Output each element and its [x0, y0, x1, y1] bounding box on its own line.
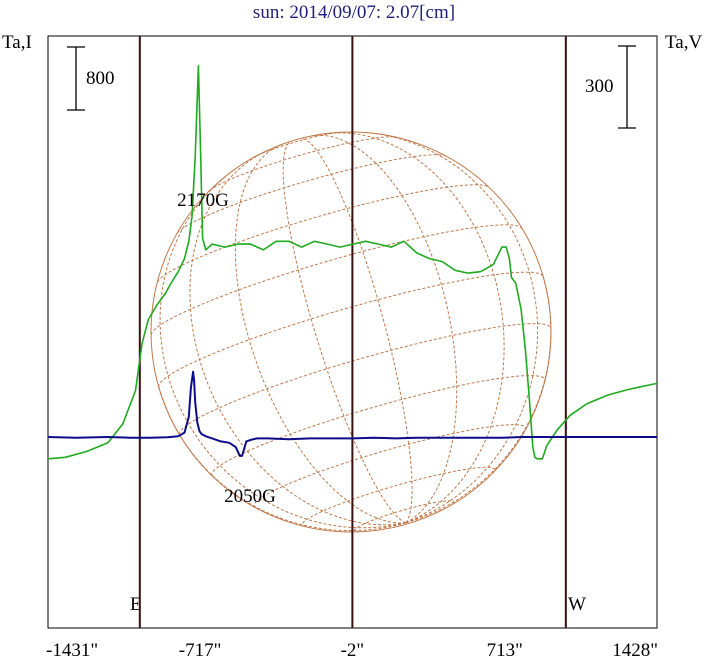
longitude-line: [300, 138, 413, 524]
latitude-line: [253, 424, 527, 508]
left-axis-label: Ta,I: [2, 32, 32, 53]
plot-frame: [47, 35, 658, 629]
x-tick-label: -1431": [46, 640, 98, 661]
latitude-line: [353, 500, 455, 533]
latitude-line: [176, 154, 446, 234]
longitude-line: [327, 132, 505, 524]
east-limb-label: E: [130, 594, 142, 615]
chart-title: sun: 2014/09/07: 2.07[cm]: [252, 2, 456, 23]
longitude-line: [189, 150, 406, 526]
west-limb-label: W: [568, 594, 586, 615]
x-tick-label: -2": [341, 640, 365, 661]
latitude-line: [301, 466, 496, 528]
longitude-line: [363, 131, 539, 524]
left-scale-bar-label: 800: [86, 68, 115, 89]
polarization-series: [47, 370, 657, 457]
latitude-line: [211, 375, 546, 477]
right-scale-bar-label: 300: [585, 76, 614, 97]
peak-annotation: 2170G: [177, 190, 229, 211]
x-tick-label: 1428": [612, 640, 658, 661]
longitude-line: [234, 144, 406, 524]
x-tick-label: -717": [179, 640, 222, 661]
latitude-line: [150, 224, 523, 335]
longitude-line: [159, 169, 407, 529]
longitude-line: [310, 134, 458, 524]
longitude-line: [405, 276, 552, 524]
x-tick-label: 713": [487, 640, 523, 661]
right-axis-label: Ta,V: [665, 32, 703, 53]
longitude-line: [282, 141, 407, 524]
latitude-line: [158, 271, 544, 388]
latitude-line: [179, 323, 552, 435]
intensity-series: [47, 65, 658, 460]
latitude-line: [156, 184, 489, 283]
peak-annotation: 2050G: [224, 486, 276, 507]
